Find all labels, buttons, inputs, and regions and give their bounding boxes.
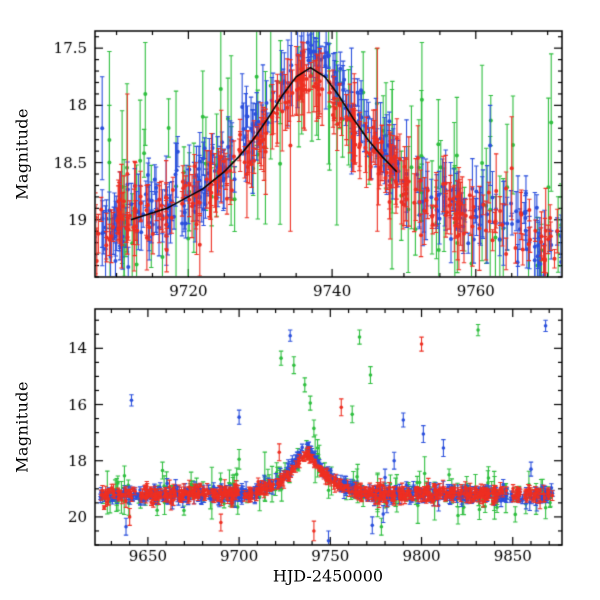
y-axis-label-top: Magnitude	[12, 108, 32, 200]
x-axis-label: HJD-2450000	[272, 566, 384, 586]
y-axis-label-bottom: Magnitude	[12, 381, 32, 473]
